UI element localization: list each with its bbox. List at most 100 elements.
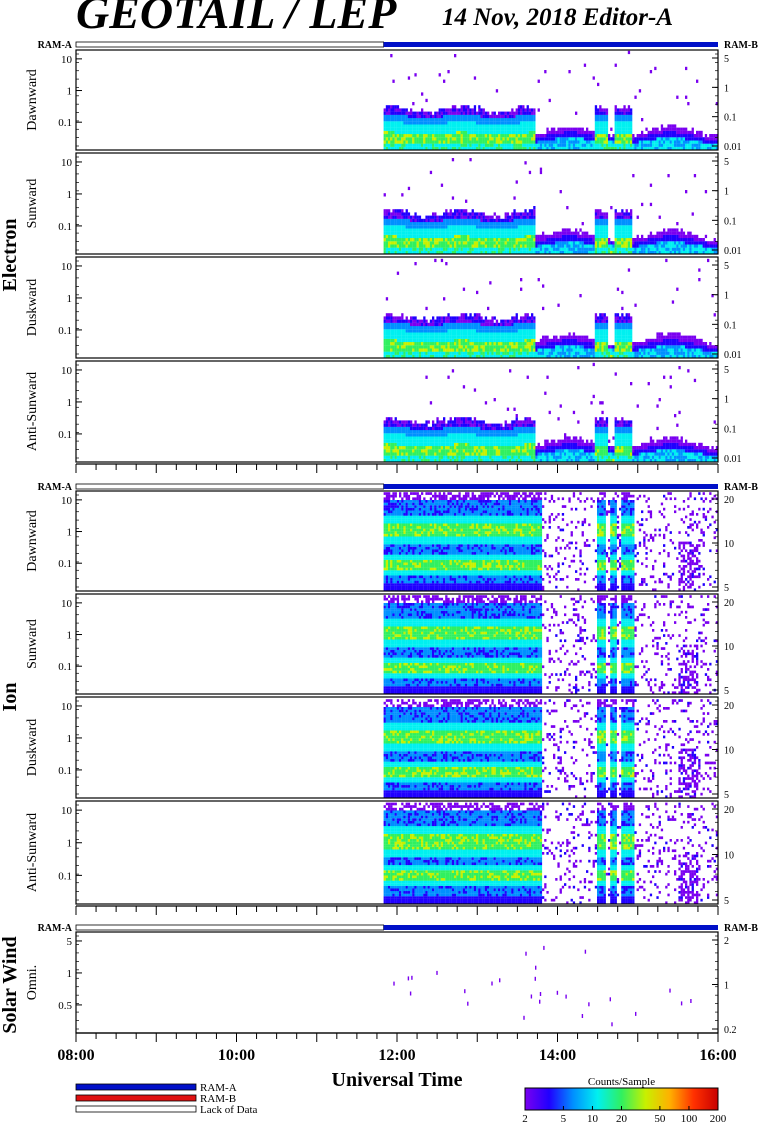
spectrogram-cell [500, 112, 502, 115]
spectrogram-cell [392, 105, 394, 108]
spectrogram-cell [392, 225, 394, 228]
spectrogram-cell [452, 115, 454, 118]
spectrogram-cell [617, 137, 619, 140]
spectrogram-cell [414, 121, 416, 124]
spectrogram-cell [571, 137, 573, 140]
spectrogram-cell [419, 121, 421, 124]
spectrogram-cell [469, 118, 471, 121]
spectrogram-cell [445, 128, 447, 131]
spectrogram-cell [412, 115, 414, 118]
spectrogram-cell [392, 128, 394, 131]
spectrogram-cell [659, 144, 661, 147]
spectrogram-cell [540, 137, 542, 140]
spectrogram-cell [388, 134, 390, 137]
spectrogram-cell [687, 102, 689, 105]
spectrogram-cell [665, 144, 667, 147]
spectrogram-cell [458, 128, 460, 131]
spectrogram-cell [494, 128, 496, 131]
spectrogram-cell [496, 118, 498, 121]
spectrogram-cell [606, 121, 608, 124]
spectrogram-cell [500, 134, 502, 137]
spectrogram-cell [650, 137, 652, 140]
spectrogram-cell [524, 137, 526, 140]
spectrogram-cell [584, 140, 586, 143]
spectrogram-cell [476, 140, 478, 143]
spectrogram-cell [384, 238, 386, 241]
spectrogram-cell [689, 131, 691, 134]
spectrogram-cell [483, 128, 485, 131]
spectrogram-cell [408, 76, 410, 79]
spectrogram-cell [696, 144, 698, 147]
spectrogram-cell [447, 70, 449, 73]
spectrogram-cell [443, 124, 445, 127]
spectrogram-cell [502, 137, 504, 140]
spectrogram-cell [711, 137, 713, 140]
spectrogram-cell [390, 112, 392, 115]
spectrogram-cell [384, 209, 386, 212]
spectrogram-cell [395, 228, 397, 231]
spectrogram-cell [395, 124, 397, 127]
spectrogram-cell [414, 144, 416, 147]
spectrogram-cell [489, 118, 491, 121]
spectrogram-cell [573, 137, 575, 140]
spectrogram-cell [401, 121, 403, 124]
spectrogram-cell [395, 121, 397, 124]
spectrogram-cell [487, 128, 489, 131]
spectrogram-cell [518, 108, 520, 111]
spectrogram-cell [443, 131, 445, 134]
spectrogram-cell [461, 118, 463, 121]
spectrogram-cell [524, 144, 526, 147]
spectrogram-cell [630, 118, 632, 121]
spectrogram-cell [480, 108, 482, 111]
left-tick-label: 1 [67, 86, 73, 98]
spectrogram-cell [617, 144, 619, 147]
spectrogram-cell [388, 118, 390, 121]
spectrogram-cell [428, 121, 430, 124]
spectrogram-cell [518, 128, 520, 131]
spectrogram-cell [507, 140, 509, 143]
spectrogram-cell [703, 140, 705, 143]
spectrogram-cell [645, 137, 647, 140]
spectrogram-cell [505, 128, 507, 131]
spectrogram-cell [397, 228, 399, 231]
spectrogram-cell [518, 144, 520, 147]
spectrogram-cell [474, 76, 476, 79]
spectrogram-cell [443, 80, 445, 83]
spectrogram-cell [423, 115, 425, 118]
spectrogram-cell [692, 140, 694, 143]
spectrogram-cell [612, 134, 614, 137]
spectrogram-cell [648, 140, 650, 143]
spectrogram-cell [421, 134, 423, 137]
spectrogram-cell [540, 134, 542, 137]
spectrogram-cell [456, 124, 458, 127]
spectrogram-cell [421, 124, 423, 127]
spectrogram-cell [390, 212, 392, 215]
spectrogram-cell [498, 124, 500, 127]
spectrogram-cell [428, 128, 430, 131]
spectrogram-cell [520, 121, 522, 124]
spectrogram-cell [430, 140, 432, 143]
spectrogram-cell [498, 140, 500, 143]
spectrogram-cell [480, 131, 482, 134]
spectrogram-cell [463, 118, 465, 121]
spectrogram-cell [531, 140, 533, 143]
spectrogram-cell [601, 118, 603, 121]
spectrogram-cell [641, 131, 643, 134]
spectrogram-cell [579, 137, 581, 140]
spectrogram-cell [626, 144, 628, 147]
spectrogram-cell [593, 131, 595, 134]
spectrogram-cell [533, 128, 535, 131]
spectrogram-cell [443, 134, 445, 137]
spectrogram-cell [610, 140, 612, 143]
spectrogram-cell [564, 140, 566, 143]
spectrogram-cell [395, 128, 397, 131]
spectrogram-cell [395, 212, 397, 215]
spectrogram-cell [672, 140, 674, 143]
spectrogram-cell [397, 219, 399, 222]
spectrogram-cell [637, 134, 639, 137]
spectrogram-cell [615, 124, 617, 127]
spectrogram-cell [529, 108, 531, 111]
spectrogram-cell [406, 112, 408, 115]
spectrogram-cell [599, 137, 601, 140]
spectrogram-cell [412, 128, 414, 131]
